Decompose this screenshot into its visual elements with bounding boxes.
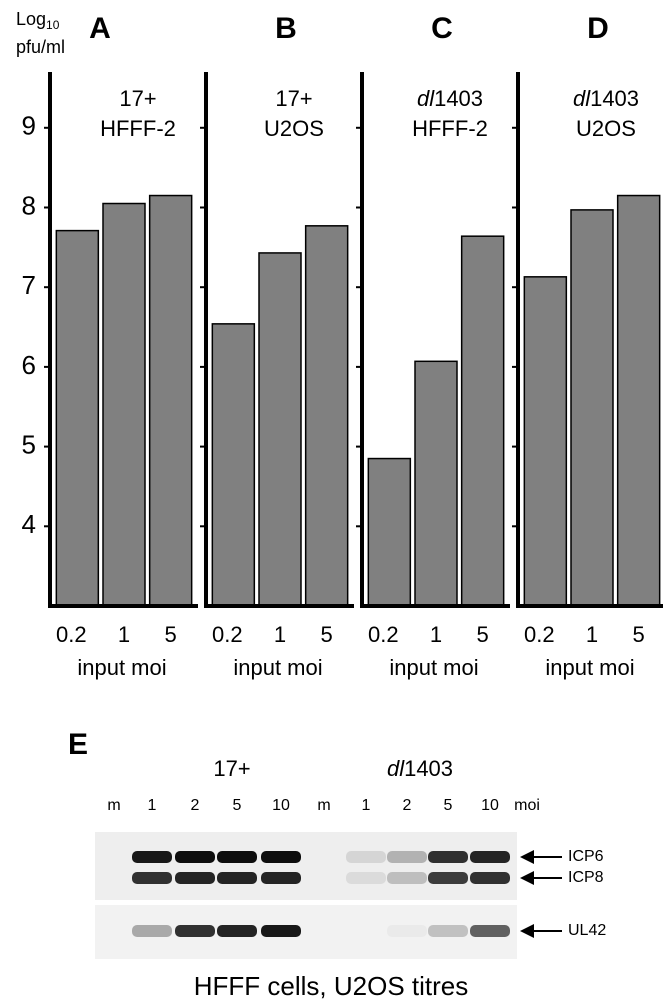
bar xyxy=(259,253,301,606)
bar xyxy=(618,196,660,606)
lane-label: 10 xyxy=(481,797,499,814)
lane-label: 10 xyxy=(272,797,290,814)
x-tick-label: 5 xyxy=(165,622,177,647)
lane-label: 1 xyxy=(362,797,371,814)
arrow-head xyxy=(520,871,534,885)
bar xyxy=(368,459,410,606)
blot-band xyxy=(175,851,215,863)
blot-band xyxy=(132,925,172,937)
lane-label: 2 xyxy=(191,797,200,814)
bar xyxy=(415,361,457,606)
group-label: 17+ xyxy=(213,756,250,781)
blot-band xyxy=(132,872,172,884)
y-label-unit: pfu/ml xyxy=(16,37,65,57)
blot-band xyxy=(428,925,468,937)
blot-band xyxy=(470,925,510,937)
blot-band xyxy=(261,851,301,863)
x-tick-label: 0.2 xyxy=(56,622,87,647)
panel-letter: E xyxy=(68,728,88,761)
caption: HFFF cells, U2OS titres xyxy=(194,971,468,1001)
blot-band xyxy=(428,872,468,884)
blot-band xyxy=(387,925,427,937)
y-label-text: Log xyxy=(16,9,46,29)
panel-letter: B xyxy=(275,12,297,45)
blot-band xyxy=(132,851,172,863)
x-tick-label: 0.2 xyxy=(212,622,243,647)
blot-band xyxy=(346,851,386,863)
band-label: ICP8 xyxy=(568,869,604,886)
bar xyxy=(571,210,613,606)
y-label: Log10 xyxy=(16,9,60,32)
blot-band xyxy=(428,851,468,863)
panel-subtitle: HFFF-2 xyxy=(412,116,488,141)
x-axis-label: input moi xyxy=(77,655,166,680)
blot-band xyxy=(175,925,215,937)
blot-band xyxy=(387,872,427,884)
x-tick-label: 5 xyxy=(477,622,489,647)
blot-band xyxy=(470,872,510,884)
blot-band xyxy=(217,872,257,884)
blot-band xyxy=(175,872,215,884)
panel-subtitle: U2OS xyxy=(264,116,324,141)
lane-label: 2 xyxy=(403,797,412,814)
y-tick-label: 5 xyxy=(22,429,36,459)
blot-band xyxy=(470,851,510,863)
bar xyxy=(462,236,504,606)
bar xyxy=(524,277,566,606)
panel-subtitle: dl1403 xyxy=(573,86,639,111)
x-tick-label: 5 xyxy=(321,622,333,647)
lane-label: 1 xyxy=(148,797,157,814)
y-tick-label: 9 xyxy=(22,111,36,141)
y-label-subscript: 10 xyxy=(46,18,60,32)
panel-subtitle: 17+ xyxy=(119,86,156,111)
lane-label: moi xyxy=(514,797,540,814)
x-tick-label: 1 xyxy=(118,622,130,647)
lane-label: m xyxy=(107,797,120,814)
panel-subtitle: U2OS xyxy=(576,116,636,141)
y-tick-label: 7 xyxy=(22,270,36,300)
blot-strip xyxy=(95,832,517,900)
x-tick-label: 1 xyxy=(430,622,442,647)
x-tick-label: 5 xyxy=(633,622,645,647)
band-label: ICP6 xyxy=(568,848,604,865)
bar xyxy=(103,204,145,606)
x-tick-label: 0.2 xyxy=(524,622,555,647)
lane-label: 5 xyxy=(233,797,242,814)
y-tick-label: 4 xyxy=(22,509,36,539)
arrow-head xyxy=(520,924,534,938)
blot-band xyxy=(346,872,386,884)
blot-band xyxy=(387,851,427,863)
panel-subtitle: HFFF-2 xyxy=(100,116,176,141)
x-axis-label: input moi xyxy=(389,655,478,680)
x-tick-label: 1 xyxy=(586,622,598,647)
blot-band xyxy=(217,851,257,863)
x-axis-label: input moi xyxy=(233,655,322,680)
blot-band xyxy=(217,925,257,937)
x-axis-label: input moi xyxy=(545,655,634,680)
bar xyxy=(56,231,98,606)
group-label: dl1403 xyxy=(387,756,453,781)
figure: Log10 pfu/ml E 17+ dl1403 HFFF cells, U2… xyxy=(0,0,663,1006)
blot-band xyxy=(261,925,301,937)
bar xyxy=(306,226,348,606)
y-tick-label: 6 xyxy=(22,350,36,380)
x-tick-label: 0.2 xyxy=(368,622,399,647)
panel-letter: C xyxy=(431,12,453,45)
panel-subtitle: 17+ xyxy=(275,86,312,111)
y-tick-label: 8 xyxy=(22,190,36,220)
band-label: UL42 xyxy=(568,922,606,939)
bar xyxy=(150,196,192,606)
panel-subtitle: dl1403 xyxy=(417,86,483,111)
lane-label: 5 xyxy=(444,797,453,814)
blot-panel: E 17+ dl1403 HFFF cells, U2OS titres m 1 2… xyxy=(68,728,606,1001)
x-tick-label: 1 xyxy=(274,622,286,647)
bar xyxy=(212,324,254,606)
lane-label: m xyxy=(317,797,330,814)
arrow-head xyxy=(520,850,534,864)
panel-letter: D xyxy=(587,12,609,45)
blot-band xyxy=(261,872,301,884)
panel-letter: A xyxy=(89,12,111,45)
